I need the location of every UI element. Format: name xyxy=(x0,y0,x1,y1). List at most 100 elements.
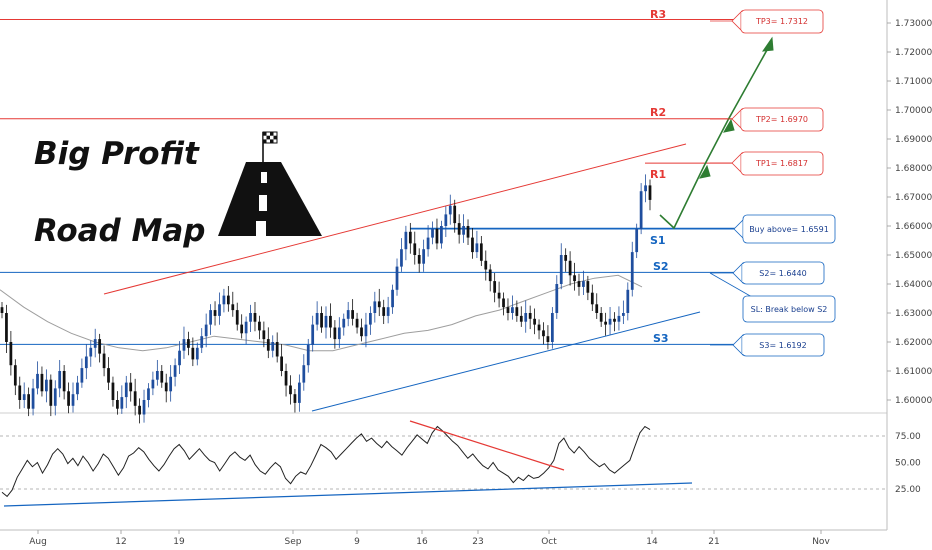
candle-body xyxy=(266,339,270,351)
rsi-support-trendline xyxy=(3,482,693,507)
candle-body xyxy=(147,388,150,400)
callout-buy[interactable]: Buy above= 1.6591 xyxy=(710,214,836,244)
callout-tp1[interactable]: TP1= 1.6817 xyxy=(710,151,824,176)
candle-body xyxy=(391,289,394,308)
candle-body xyxy=(400,249,403,267)
time-tick-label: 21 xyxy=(708,537,719,547)
callout-sl[interactable]: SL: Break below S2 xyxy=(709,272,836,323)
candle-body xyxy=(200,336,204,348)
price-tick-label: 1.72000 xyxy=(895,48,932,58)
candle-body xyxy=(164,382,168,392)
projection-arrow xyxy=(659,36,774,230)
candle-body xyxy=(333,327,337,340)
candle-body xyxy=(355,318,359,328)
rsi-tick-label: 75.00 xyxy=(895,432,921,442)
time-tick-label: 23 xyxy=(472,537,483,547)
rsi-line xyxy=(1,425,651,498)
candle-body xyxy=(364,324,368,337)
price-axis[interactable]: 1.60000 1.61000 1.62000 1.63000 1.64000 1.650… xyxy=(887,19,932,406)
candle-body xyxy=(453,205,457,224)
callout-s3[interactable]: S3= 1.6192 xyxy=(710,333,825,357)
candle-body xyxy=(195,347,199,360)
channel-upper-trendline xyxy=(103,143,687,295)
rsi-resistance-trendline xyxy=(409,420,565,471)
channel-lower-trendline xyxy=(311,311,701,412)
candle-body xyxy=(506,307,510,313)
candle-body xyxy=(0,307,4,313)
candle-body xyxy=(302,365,306,383)
price-tick-label: 1.64000 xyxy=(895,280,932,290)
candle-body xyxy=(604,321,607,325)
candle-body xyxy=(346,310,350,319)
candle-body xyxy=(444,214,448,226)
moving-average-line xyxy=(0,274,643,352)
candle-body xyxy=(315,313,319,325)
price-tick-label: 1.65000 xyxy=(895,251,932,261)
candle-body xyxy=(342,318,346,328)
candle-body xyxy=(45,379,48,392)
callout-s3-text: S3= 1.6192 xyxy=(759,341,806,350)
callout-tp3[interactable]: TP3= 1.7312 xyxy=(710,9,824,34)
candle-body xyxy=(67,391,70,406)
candle-body xyxy=(258,321,261,331)
candle-body xyxy=(124,382,128,398)
callouts[interactable]: TP3= 1.7312 TP2= 1.6970 TP1= 1.6817 Buy … xyxy=(709,9,836,357)
callout-tp2[interactable]: TP2= 1.6970 xyxy=(710,107,824,132)
candle-body xyxy=(27,394,31,409)
price-tick-label: 1.71000 xyxy=(895,77,932,87)
price-tick-label: 1.70000 xyxy=(895,106,932,116)
candle-body xyxy=(488,269,492,282)
level-labels: R3 R2 R1 S1 S2 S3 xyxy=(650,8,669,345)
price-tick-label: 1.69000 xyxy=(895,135,932,145)
candle-body xyxy=(116,400,119,409)
callout-tp1-text: TP1= 1.6817 xyxy=(755,159,808,168)
level-label-s2: S2 xyxy=(653,260,669,273)
price-tick-label: 1.61000 xyxy=(895,367,932,377)
arrowhead-tp3 xyxy=(761,36,774,52)
candle-body xyxy=(608,318,612,325)
candle-body xyxy=(351,310,355,319)
candle-body xyxy=(284,371,288,386)
callout-sl-text: SL: Break below S2 xyxy=(751,305,828,314)
candle-body xyxy=(213,310,217,316)
time-tick-label: Aug xyxy=(29,537,47,547)
candle-body xyxy=(386,307,390,316)
candle-body xyxy=(426,237,430,250)
callout-s2[interactable]: S2= 1.6440 xyxy=(710,261,825,285)
candle-body xyxy=(249,313,252,322)
candle-body xyxy=(297,382,301,403)
candle-body xyxy=(644,185,647,192)
candle-body xyxy=(537,324,541,331)
headline-line-1: Big Profit xyxy=(34,136,200,172)
candle-body xyxy=(111,382,115,400)
candle-body xyxy=(222,295,226,305)
candle-body xyxy=(466,226,470,238)
candle-body xyxy=(133,391,137,406)
candle-body xyxy=(107,368,110,383)
candle-body xyxy=(71,394,75,406)
candle-body xyxy=(102,353,106,369)
rsi-axis[interactable]: 25.00 50.00 75.00 xyxy=(895,432,921,495)
price-tick-label: 1.68000 xyxy=(895,164,932,174)
candle-body xyxy=(515,307,519,316)
candle-body xyxy=(93,339,97,348)
candle-body xyxy=(31,388,35,409)
candle-body xyxy=(484,260,488,270)
candle-body xyxy=(546,336,550,342)
candle-body xyxy=(511,307,514,313)
candle-body xyxy=(13,365,17,386)
candle-body xyxy=(617,315,621,322)
candle-body xyxy=(151,379,155,389)
time-axis[interactable]: Aug 12 19 Sep 9 16 23 Oct 14 21 Nov xyxy=(29,530,830,547)
candle-body xyxy=(187,339,190,348)
level-lines xyxy=(0,19,740,345)
candle-body xyxy=(178,350,181,366)
candle-body xyxy=(382,307,386,316)
candle-body xyxy=(142,400,146,415)
road-with-checkered-flag-icon xyxy=(218,131,322,236)
candle-body xyxy=(408,231,412,244)
candle-body xyxy=(311,324,315,345)
candle-body xyxy=(595,304,599,313)
rsi-panel[interactable] xyxy=(0,420,887,507)
